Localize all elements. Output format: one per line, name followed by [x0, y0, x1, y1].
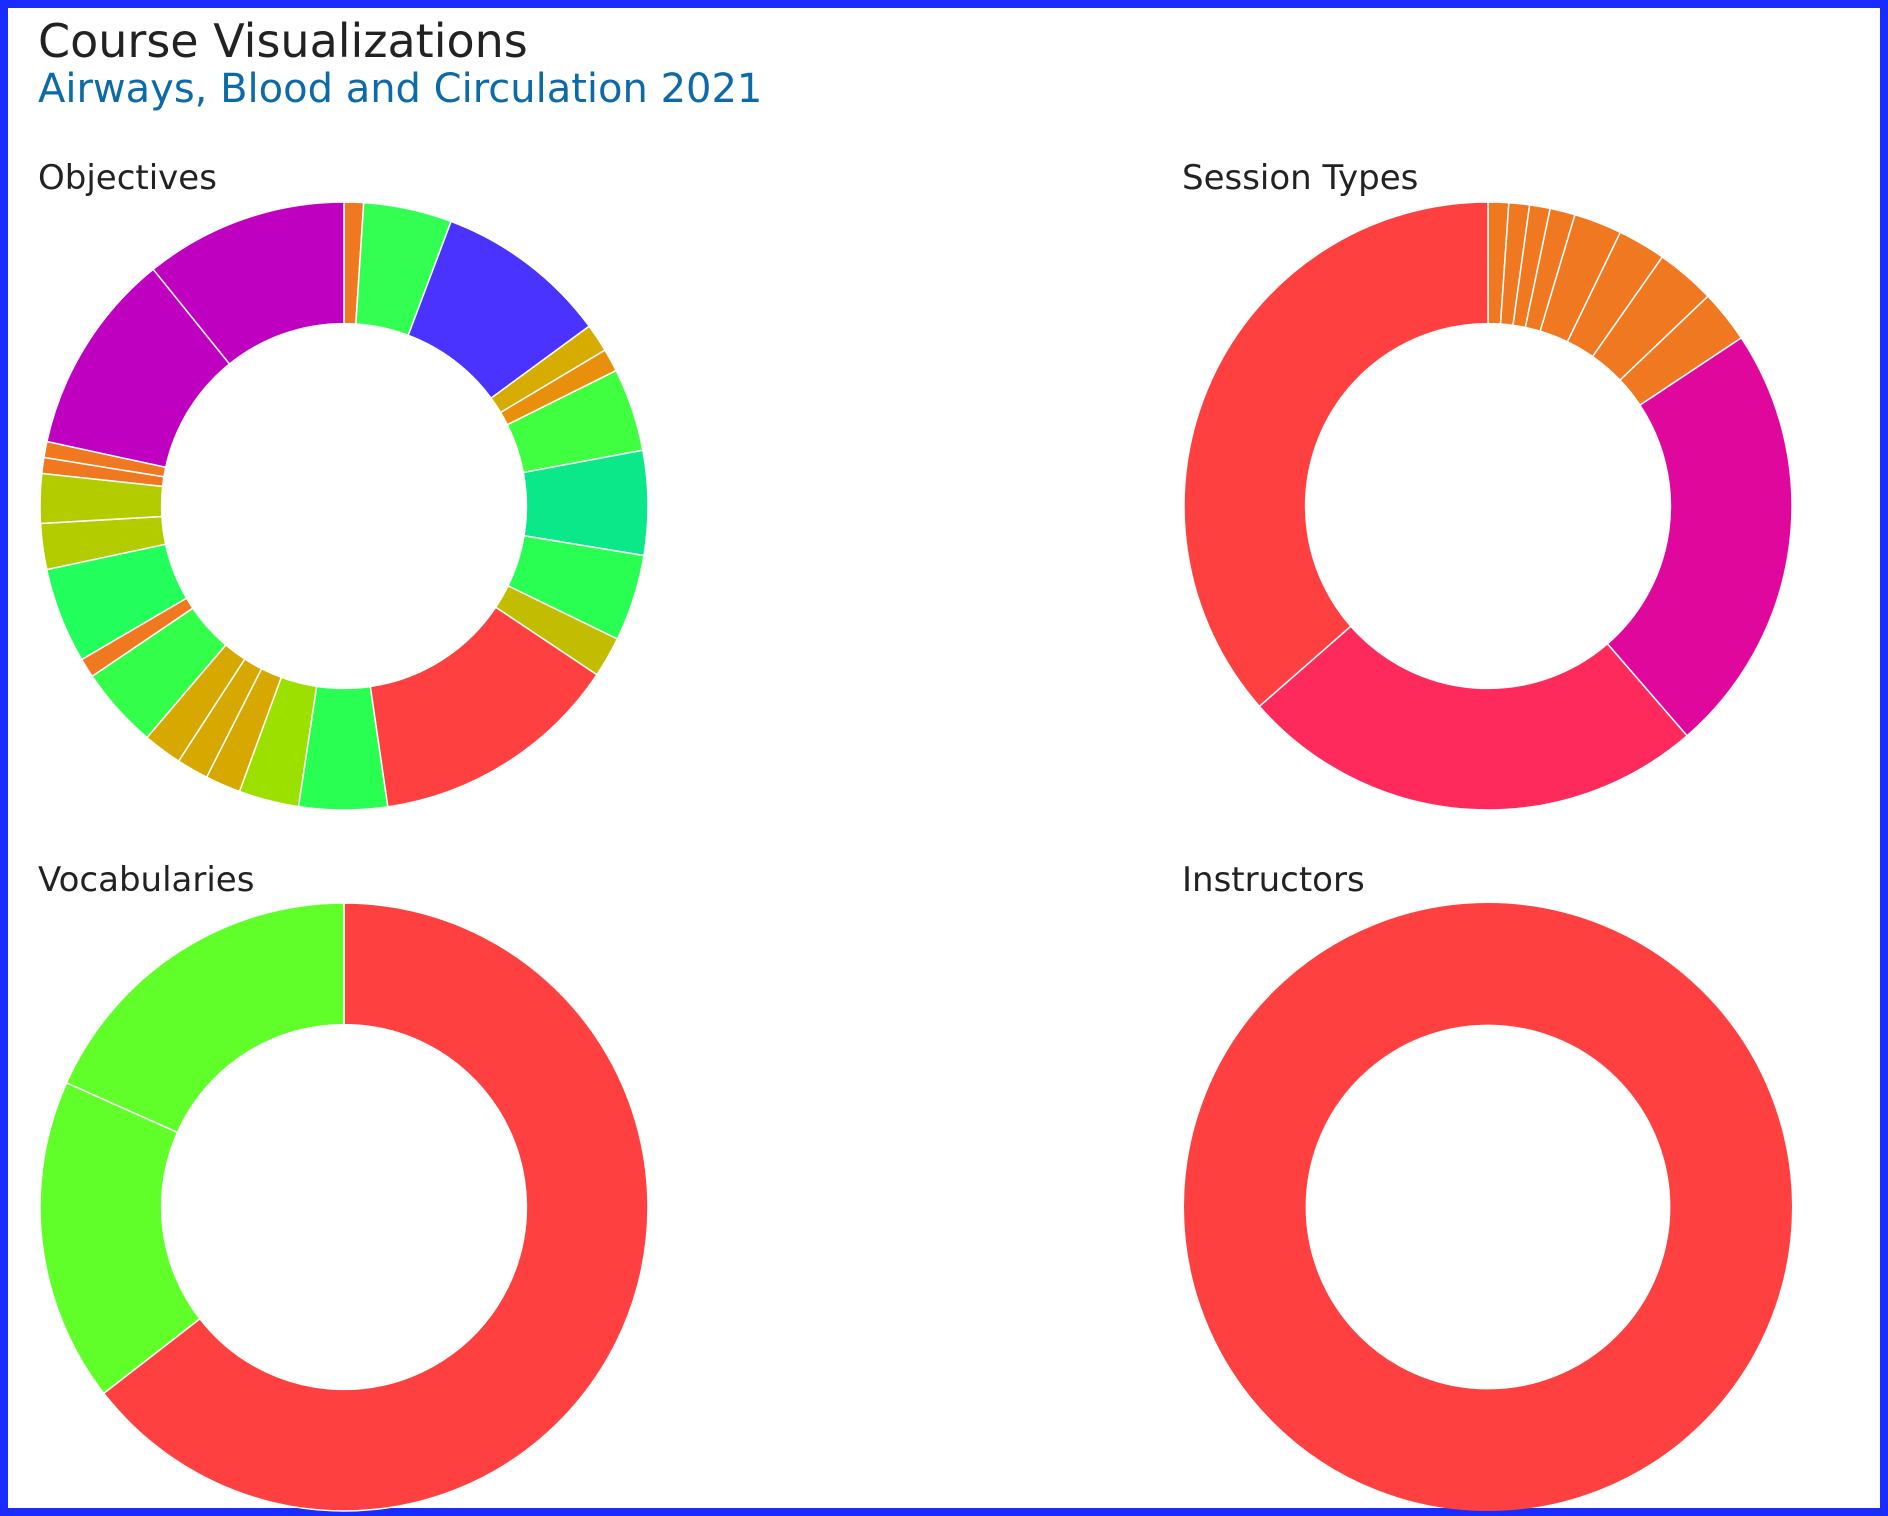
session-types-slice-10[interactable]: [1258, 625, 1689, 811]
session-types-slice-11[interactable]: [1183, 201, 1489, 708]
session-types-chart-title: Session Types: [1182, 158, 1419, 198]
session-types-donut-chart: [1183, 201, 1793, 811]
instructors-slice-1[interactable]: [1184, 903, 1792, 1511]
objectives-slice-24[interactable]: [152, 201, 345, 366]
vocabularies-chart-title: Vocabularies: [38, 860, 255, 900]
session-types-slice-9[interactable]: [1606, 336, 1793, 737]
vocabularies-donut-chart: [39, 902, 649, 1512]
objectives-chart-title: Objectives: [38, 158, 217, 198]
vocabularies-slice-1[interactable]: [102, 902, 649, 1512]
vocabularies-slice-2[interactable]: [39, 1081, 201, 1395]
instructors-chart-title: Instructors: [1182, 860, 1365, 900]
objectives-donut-chart: [39, 201, 649, 811]
instructors-donut-chart: [1184, 903, 1792, 1511]
vocabularies-slice-3[interactable]: [65, 902, 345, 1134]
page-title: Course Visualizations: [38, 14, 528, 68]
course-subtitle-link[interactable]: Airways, Blood and Circulation 2021: [38, 66, 763, 112]
